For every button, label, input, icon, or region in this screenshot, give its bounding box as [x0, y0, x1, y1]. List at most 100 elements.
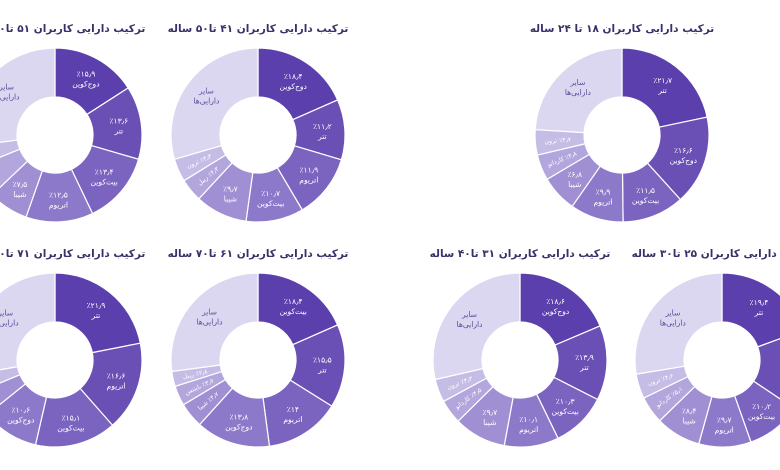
slice-name: اتریوم — [283, 415, 302, 424]
slice-label: ٪۱۸٫۶ دوج‌کوین — [542, 297, 569, 316]
donut-slice — [621, 47, 708, 128]
slice-label: ٪۱۱٫۹ اتریوم — [299, 166, 318, 185]
slice-label: ٪۱۰٫۷ بیت‌کوین — [257, 189, 284, 208]
slice-label: ٪۹٫۷ شیبا — [223, 184, 238, 203]
slice-name: بیت‌کوین — [280, 307, 307, 316]
slice-percent: ٪۱۸٫۴ — [284, 72, 303, 81]
slice-name: شیبا — [224, 194, 237, 203]
slice-name: تتر — [317, 132, 327, 141]
donut-slice — [432, 272, 521, 381]
slice-name: سایر — [201, 307, 217, 316]
slice-percent: ٪۱۳٫۹ — [575, 353, 594, 362]
slice-label: ٪۱۳٫۴ بیت‌کوین — [91, 168, 118, 187]
slice-name: دارایی‌ها — [196, 317, 222, 326]
slice-name: دوج‌کوین — [7, 416, 34, 425]
slice-label: ٪۹٫۷ اتریوم — [715, 415, 734, 434]
slice-name: اتریوم — [715, 425, 734, 434]
slice-name: سایر — [198, 86, 214, 95]
slice-percent: ٪۱۵٫۱ — [61, 414, 80, 423]
chart-title: ترکیب دارایی کاربران ۷۱ تا۸۰ ساله — [0, 248, 145, 260]
slice-name: بیت‌کوین — [552, 407, 579, 416]
slice-label: ٪۴٫۷ ترون — [544, 136, 572, 145]
slice-name: شیبا — [683, 417, 696, 426]
slice-name: شیبا — [568, 180, 581, 189]
slice-label: ٪۱۹٫۴ تتر — [750, 298, 769, 317]
slice-percent: ٪۹٫۷ — [717, 415, 732, 424]
chart-title: ترکیب دارایی کاربران ۳۱ تا۴۰ ساله — [430, 248, 611, 260]
slice-percent: ٪۲۱٫۹ — [87, 301, 106, 310]
donut-slice — [0, 272, 56, 371]
slice-name: دارایی‌ها — [0, 92, 19, 101]
slice-label: ٪۲۱٫۷ تتر — [653, 76, 672, 95]
slice-label: ٪۱۶٫۶ اتریوم — [107, 372, 126, 391]
donut-chart: ترکیب دارایی کاربران ۶۱ تا۷۰ ساله ٪۱۸٫۴ بی… — [168, 248, 348, 448]
slice-name: دوج‌کوین — [280, 82, 307, 91]
slice-name: سایر — [569, 78, 585, 87]
slice-percent: ٪۱۰٫۳ — [556, 397, 575, 406]
slice-name: دوج‌کوین — [670, 156, 697, 165]
slice-name: تتر — [754, 308, 764, 317]
slice-percent: ٪۱۴ — [287, 405, 299, 414]
slice-name: اتریوم — [107, 382, 126, 391]
slice-label: ٪۱۰٫۳ بیت‌کوین — [552, 397, 579, 416]
slice-name: بیت‌کوین — [57, 424, 84, 433]
slice-percent: ٪۲۱٫۷ — [653, 76, 672, 85]
slice-label: ٪۱۲٫۵ اتریوم — [49, 190, 68, 209]
slice-name: دارایی‌ها — [0, 319, 19, 328]
donut-slice — [0, 47, 56, 143]
donut-chart: ترکیب دارایی کاربران ۷۱ تا۸۰ ساله ٪۲۱٫۹تت… — [0, 248, 145, 448]
slice-percent: ٪۱۳٫۸ — [229, 413, 248, 422]
donut-slice — [634, 272, 723, 375]
slice-name: بیت‌کوین — [91, 178, 118, 187]
slice-label: ٪۱۳٫۶ تتر — [109, 117, 128, 136]
slice-name: دارایی‌ها — [193, 96, 219, 105]
slice-percent: ٪۱۶٫۶ — [107, 372, 126, 381]
slice-name: اتریوم — [299, 176, 318, 185]
donut-slice — [54, 272, 142, 354]
slice-name: سایر — [0, 82, 14, 91]
slice-name: دارایی‌ها — [660, 318, 686, 327]
slice-name: بیت‌کوین — [257, 199, 284, 208]
slice-percent: ٪۱۰٫۱ — [519, 415, 538, 424]
slice-name: تتر — [114, 127, 124, 136]
slice-label: ٪۱۱٫۵ بیت‌کوین — [632, 186, 659, 205]
slice-label: ٪۱۸٫۴ بیت‌کوین — [280, 297, 307, 316]
chart-title: ترکیب دارایی کاربران ۲۵ تا۳۰ ساله — [632, 248, 780, 260]
donut-slice — [721, 272, 780, 348]
slice-name: بیت‌کوین — [632, 196, 659, 205]
chart-title: ترکیب دارایی کاربران ۱۸ تا ۲۴ ساله — [530, 23, 714, 35]
slice-name: شیبا — [13, 190, 26, 199]
slice-label: ٪۹٫۷ شیبا — [482, 408, 497, 427]
slice-name: تتر — [317, 366, 327, 375]
slice-label: ٪۶٫۸ شیبا — [567, 170, 582, 189]
slice-label: ٪۹٫۹ اتریوم — [593, 188, 612, 207]
slice-name: بیت‌کوین — [748, 412, 775, 421]
slice-percent: ٪۱۵٫۵ — [313, 356, 332, 365]
slice-percent: ٪۷٫۵ — [13, 180, 28, 189]
slice-percent: ٪۱۱٫۲ — [313, 122, 332, 131]
slice-name: تتر — [91, 311, 101, 320]
donut-slice — [534, 47, 623, 134]
donut-chart: ترکیب دارایی کاربران ۱۸ تا ۲۴ ساله ٪۲۱٫۷ ت… — [530, 23, 714, 223]
slice-percent: ٪۱۶٫۶ — [674, 146, 693, 155]
donut-slice — [170, 272, 259, 373]
slice-name: تتر — [579, 363, 589, 372]
slice-label: ٪۸٫۴ شیبا — [682, 407, 697, 426]
donut-chart: ترکیب دارایی کاربران ۵۱ تا۶۰ ساله ٪۱۵٫۹دو… — [0, 23, 145, 223]
slice-percent: ٪۱۳٫۴ — [95, 168, 114, 177]
slice-name: اتریوم — [519, 425, 538, 434]
slice-percent: ٪۱۲٫۵ — [49, 190, 68, 199]
donut-chart: ترکیب دارایی کاربران ۲۵ تا۳۰ ساله ٪۱۹٫۴تت… — [632, 248, 780, 448]
slice-percent: ٪۹٫۷ — [223, 184, 238, 193]
donut-slice — [0, 383, 48, 446]
slice-label: ٪۱۳٫۸ دوج‌کوین — [225, 413, 252, 432]
slice-label: ٪۱۰٫۱ اتریوم — [519, 415, 538, 434]
slice-name: دارایی‌ها — [457, 320, 483, 329]
slice-percent: ٪۹٫۹ — [596, 188, 611, 197]
donut-slice — [752, 338, 780, 400]
